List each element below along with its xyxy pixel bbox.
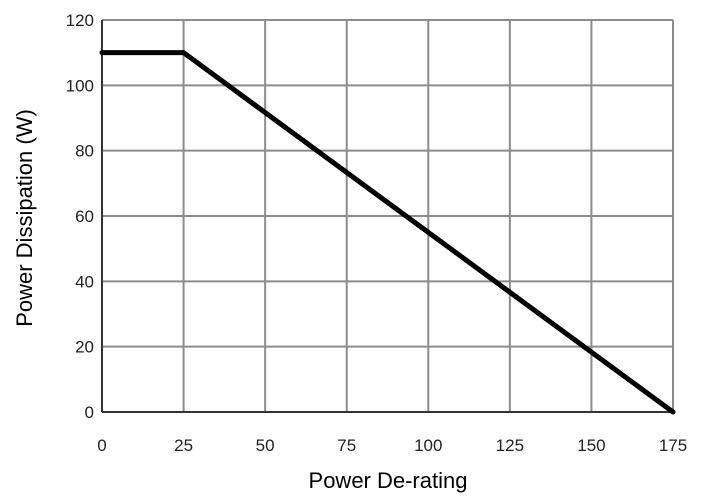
tick-labels: 0 25 50 75 100 125 150 175 0 20 40 60 80 100 120 (66, 11, 688, 455)
x-tick-label-5: 125 (496, 436, 524, 455)
y-tick-label-4: 80 (75, 142, 94, 161)
series-line-0 (102, 53, 673, 412)
x-tick-label-1: 25 (174, 436, 193, 455)
x-axis-title: Power De-rating (309, 468, 468, 493)
series-layer (102, 53, 673, 412)
y-tick-label-0: 0 (85, 403, 94, 422)
x-tick-label-7: 175 (659, 436, 687, 455)
x-tick-label-2: 50 (256, 436, 275, 455)
y-tick-label-2: 40 (75, 272, 94, 291)
x-tick-label-0: 0 (97, 436, 106, 455)
y-tick-label-3: 60 (75, 207, 94, 226)
x-tick-label-6: 150 (577, 436, 605, 455)
y-tick-label-6: 120 (66, 11, 94, 30)
x-tick-label-3: 75 (337, 436, 356, 455)
x-tick-label-4: 100 (414, 436, 442, 455)
y-axis-title: Power Dissipation (W) (12, 109, 37, 327)
grid (102, 20, 673, 412)
y-tick-label-5: 100 (66, 76, 94, 95)
y-tick-label-1: 20 (75, 338, 94, 357)
